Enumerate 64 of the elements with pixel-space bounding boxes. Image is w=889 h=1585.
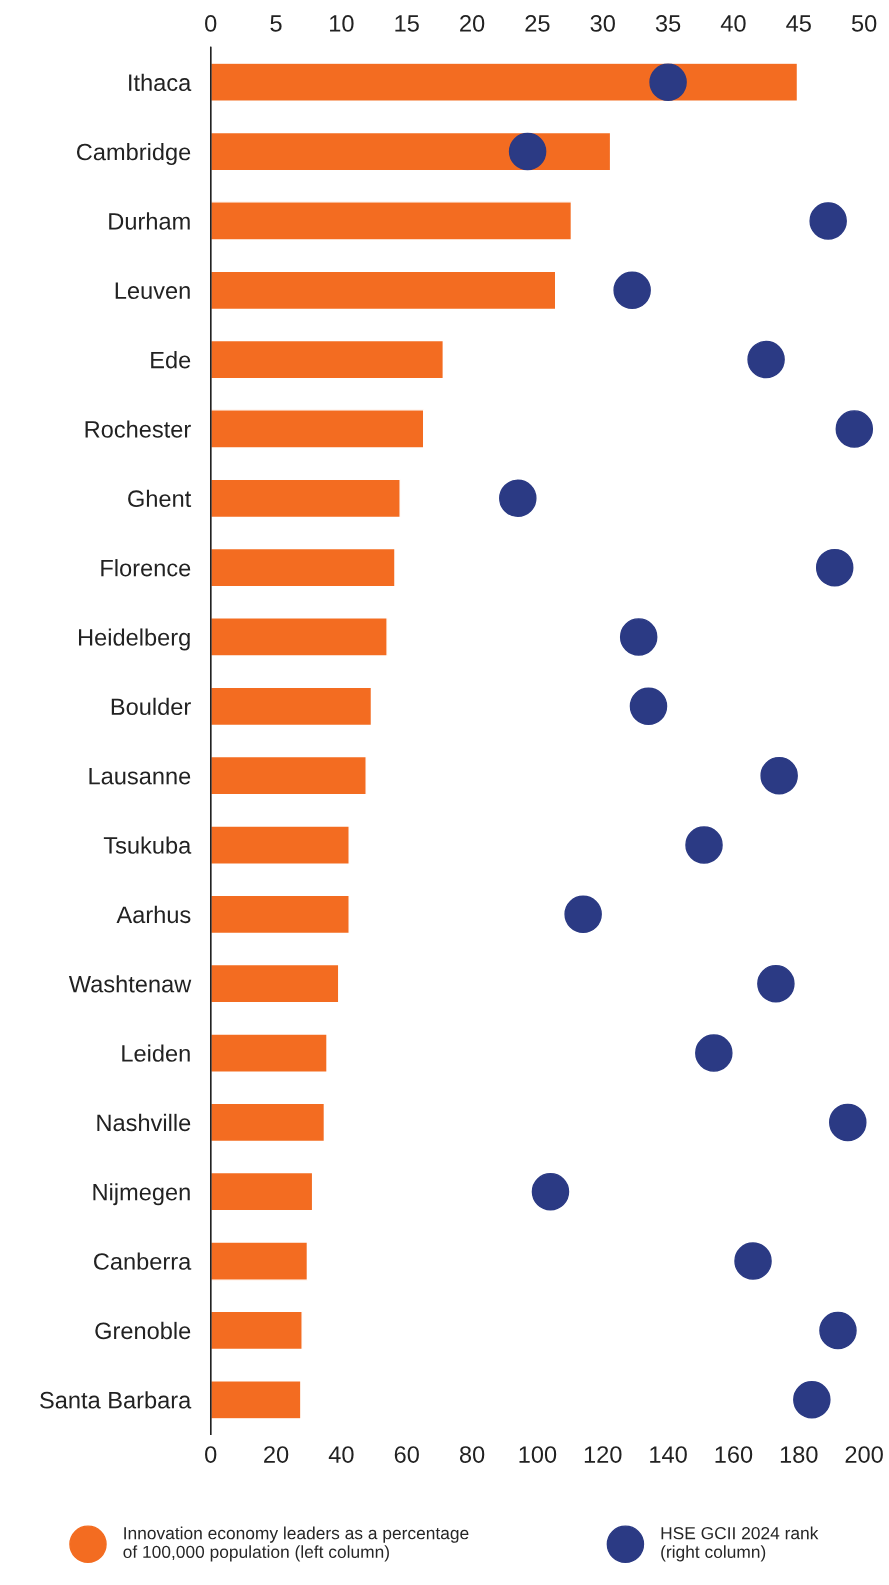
- point: [793, 1380, 831, 1419]
- x-tick-label: 160: [715, 1446, 753, 1463]
- point: [760, 756, 798, 795]
- x2-tick-label: 5: [270, 15, 282, 32]
- point: [829, 1103, 867, 1142]
- x-tick-label: 60: [394, 1446, 419, 1463]
- x-tick-label: 180: [780, 1446, 818, 1463]
- point: [564, 895, 602, 934]
- point: [629, 687, 668, 726]
- point: [757, 964, 795, 1003]
- point: [835, 410, 874, 448]
- x2-tick-label: 45: [786, 15, 811, 32]
- x2-tick-label: 0: [205, 15, 217, 32]
- point: [613, 271, 651, 310]
- point: [819, 1311, 857, 1350]
- point: [531, 1172, 570, 1211]
- x2-tick-label: 25: [525, 15, 550, 32]
- point: [619, 618, 658, 656]
- point: [499, 479, 537, 518]
- y-tick-label: Leuven: [115, 282, 190, 300]
- point: [508, 132, 547, 171]
- x-tick-label: 20: [264, 1446, 289, 1463]
- point: [815, 548, 854, 587]
- y-tick-label: Boulder: [111, 697, 191, 716]
- x-tick-label: 0: [205, 1446, 217, 1463]
- x2-tick-label: 50: [851, 15, 877, 32]
- x-tick-label: 40: [328, 1446, 354, 1463]
- y-tick-label: Durham: [109, 212, 190, 230]
- point: [649, 63, 687, 101]
- y-tick-label: Leiden: [122, 1044, 190, 1062]
- point: [695, 1034, 733, 1072]
- y-tick-label: Nashville: [97, 1113, 191, 1132]
- y-tick-label: Grenoble: [95, 1321, 191, 1340]
- x-tick-label: 80: [459, 1446, 485, 1463]
- x-tick-label: 200: [845, 1446, 883, 1463]
- x-tick-label: 140: [650, 1446, 687, 1463]
- legend-label: Innovation economy leaders as a percentage of 100,000 population (left column): [123, 1526, 469, 1562]
- legend-label: HSE GCII 2024 rank (right column): [661, 1526, 819, 1562]
- point: [809, 202, 847, 240]
- y-tick-label: Santa Barbara: [40, 1391, 192, 1409]
- y-tick-label: Lausanne: [89, 767, 191, 785]
- point: [685, 826, 723, 864]
- y-tick-label: Aarhus: [116, 905, 191, 924]
- y-tick-label: Tsukuba: [103, 836, 192, 854]
- y-tick-label: Washtenaw: [68, 975, 192, 993]
- x-tick-label: 100: [519, 1446, 557, 1463]
- x2-tick-label: 10: [330, 15, 354, 32]
- x2-tick-label: 35: [655, 15, 681, 32]
- x2-tick-label: 20: [460, 15, 485, 32]
- point: [734, 1242, 772, 1280]
- y-tick-label: Nijmegen: [93, 1183, 190, 1206]
- x2-tick-label: 40: [720, 15, 746, 32]
- y-tick-label: Heidelberg: [79, 628, 190, 651]
- y-tick-label: Ithaca: [129, 73, 192, 92]
- y-tick-label: Rochester: [85, 420, 191, 438]
- point: [747, 340, 785, 379]
- y-tick-label: Ede: [151, 351, 191, 369]
- y-tick-label: Cambridge: [76, 143, 191, 166]
- y-tick-label: Florence: [101, 559, 191, 577]
- x2-tick-label: 15: [395, 15, 419, 32]
- x2-tick-label: 30: [590, 15, 615, 32]
- y-tick-label: Ghent: [128, 489, 192, 508]
- y-tick-label: Canberra: [94, 1252, 192, 1270]
- x-tick-label: 120: [584, 1446, 622, 1463]
